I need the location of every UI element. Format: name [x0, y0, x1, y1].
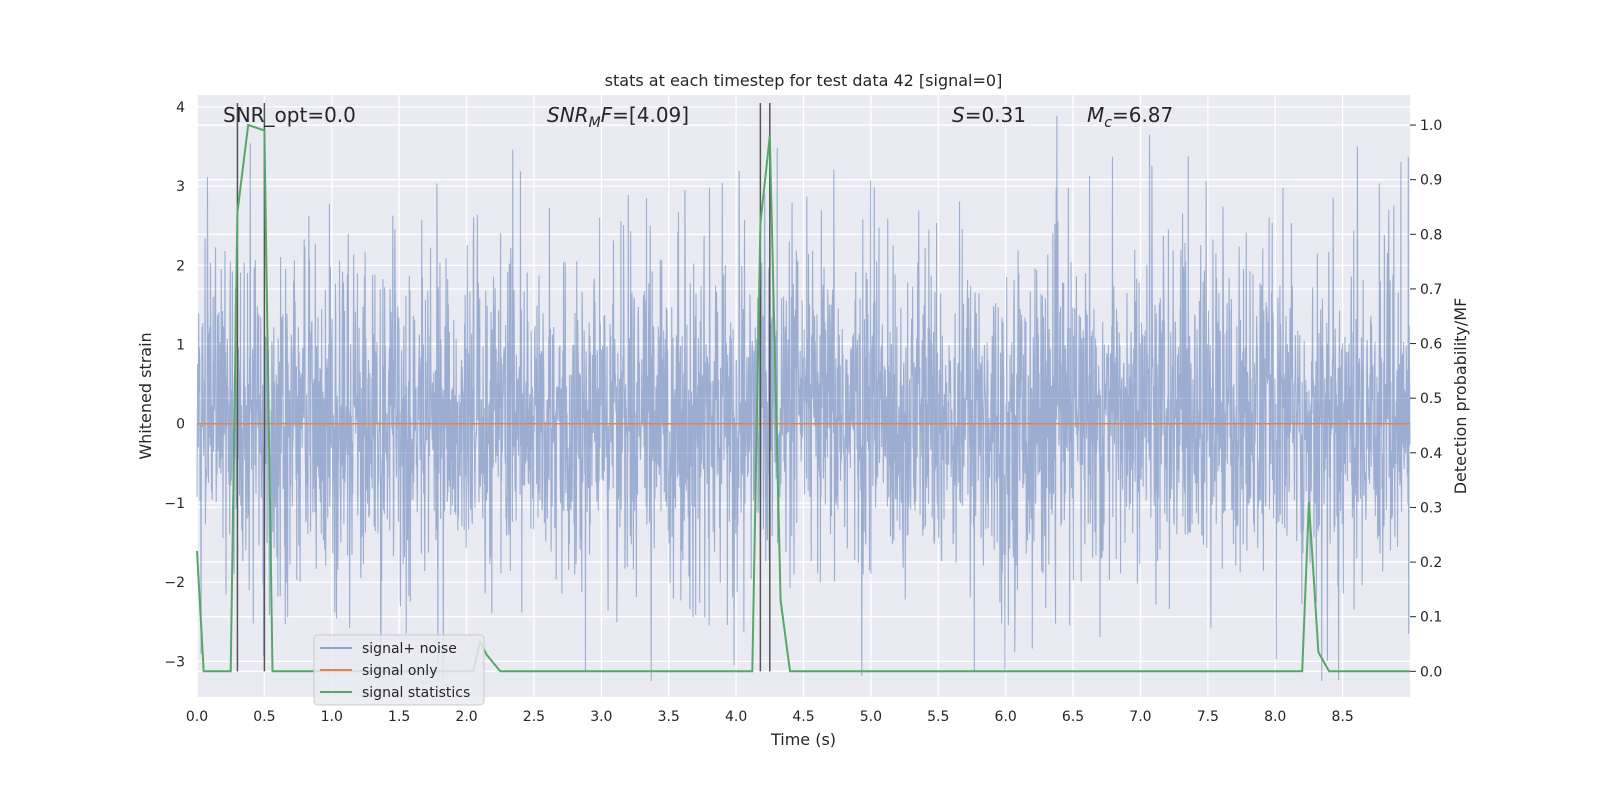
y-right-tick-label: 0.0 [1420, 664, 1442, 680]
x-tick-label: 1.5 [388, 709, 410, 725]
x-tick-label: 7.0 [1129, 709, 1151, 725]
legend-label-stats: signal statistics [362, 685, 470, 701]
y-tick-label: −1 [164, 496, 185, 512]
x-tick-label: 3.5 [658, 709, 680, 725]
x-tick-label: 6.5 [1062, 709, 1084, 725]
x-tick-label: 1.0 [321, 709, 343, 725]
legend-box [313, 634, 485, 706]
y-right-tick-label: 0.7 [1420, 282, 1442, 298]
annotation-s: S=0.31 [952, 103, 1026, 127]
y-right-tick-labels: 1.0 0.9 0.8 0.7 0.6 0.5 0.4 0.3 0.2 0.1 0.0 [1410, 118, 1442, 680]
y-right-axis-label: Detection probability/MF [1451, 298, 1470, 495]
snr-mf-value: =[4.09] [612, 103, 689, 127]
x-tick-label: 6.0 [995, 709, 1017, 725]
annotation-mc: Mc=6.87 [1087, 103, 1173, 131]
snr-mf-subscript: M [589, 115, 601, 131]
chart-title: stats at each timestep for test data 42 … [605, 71, 1003, 90]
snr-mf-symbol: SNR [547, 103, 589, 127]
y-tick-label: −3 [164, 654, 185, 670]
annotation-snr-mf: SNRMF=[4.09] [547, 103, 689, 131]
y-right-tick-label: 0.3 [1420, 500, 1442, 516]
s-value: =0.31 [965, 103, 1026, 127]
y-right-tick-label: 0.1 [1420, 610, 1442, 626]
noise-trace [196, 115, 1411, 682]
x-axis-label: Time (s) [770, 730, 836, 749]
y-tick-label: −2 [164, 575, 185, 591]
y-right-tick-label: 0.8 [1420, 227, 1442, 243]
x-tick-label: 5.5 [927, 709, 949, 725]
mc-value: =6.87 [1112, 103, 1173, 127]
noise-series [196, 115, 1411, 682]
y-right-tick-label: 0.2 [1420, 555, 1442, 571]
y-tick-label: 1 [176, 338, 185, 354]
x-tick-label: 5.0 [860, 709, 882, 725]
x-tick-label: 7.5 [1197, 709, 1219, 725]
annotation-snr-opt: SNR_opt=0.0 [223, 103, 356, 127]
mc-subscript: c [1104, 115, 1112, 131]
y-tick-label: 0 [176, 417, 185, 433]
x-tick-label: 4.0 [725, 709, 747, 725]
legend-label-noise: signal+ noise [362, 641, 457, 657]
y-right-tick-label: 0.5 [1420, 391, 1442, 407]
legend-label-signal: signal only [362, 663, 437, 679]
y-tick-label: 3 [176, 179, 185, 195]
x-tick-label: 4.5 [792, 709, 814, 725]
y-axis-label: Whitened strain [136, 332, 155, 459]
vertical-markers [236, 103, 771, 672]
x-tick-label: 0.5 [253, 709, 275, 725]
y-tick-labels: 4 3 2 1 0 −1 −2 −3 [164, 100, 185, 670]
y-right-tick-label: 0.6 [1420, 337, 1442, 353]
x-tick-label: 2.0 [455, 709, 477, 725]
y-tick-label: 2 [176, 258, 185, 274]
x-tick-labels: 0.0 0.5 1.0 1.5 2.0 2.5 3.0 3.5 4.0 4.5 5.0 5.5 6.0 6… [186, 709, 1354, 725]
legend: signal+ noise signal only signal statist… [313, 634, 485, 706]
y-right-tick-label: 0.4 [1420, 446, 1442, 462]
x-tick-label: 3.0 [590, 709, 612, 725]
x-tick-label: 8.0 [1264, 709, 1286, 725]
x-tick-label: 2.5 [523, 709, 545, 725]
grid-horizontal [197, 106, 1410, 663]
x-tick-label: 0.0 [186, 709, 208, 725]
y-tick-label: 4 [176, 100, 185, 116]
mc-symbol: M [1087, 103, 1104, 127]
s-symbol: S [952, 103, 965, 127]
signal-statistics-line [196, 123, 1410, 673]
y-right-tick-label: 0.9 [1420, 173, 1442, 189]
x-tick-label: 8.5 [1331, 709, 1353, 725]
snr-mf-tail: F [601, 103, 613, 127]
y-right-tick-label: 1.0 [1420, 118, 1442, 134]
